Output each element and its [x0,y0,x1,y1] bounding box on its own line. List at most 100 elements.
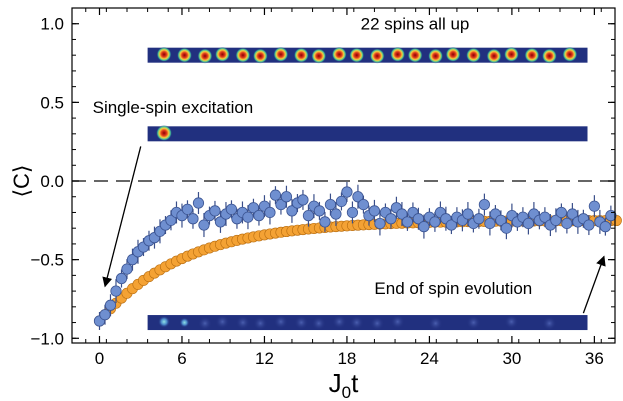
blue-point [418,221,430,233]
spin-spot [370,316,385,331]
x-tick-label: 36 [585,349,604,368]
blue-point [269,189,282,201]
blue-point [99,309,111,321]
x-tick-label: 24 [420,349,439,368]
plot-frame [71,7,616,344]
blue-point [192,197,205,209]
spin-spot [466,47,482,63]
spin-spot [504,314,519,329]
y-tick-label: −1.0 [30,329,64,348]
spin-spot [179,317,190,328]
heatmap-strip [147,314,588,331]
x-axis-label-main: J [329,368,342,398]
spin-spot [215,314,230,329]
heatmap-strips [147,46,588,331]
strip-background [147,126,588,142]
y-tick-label: 0.0 [40,172,64,191]
blue-point [478,198,491,211]
x-tick-label: 6 [177,349,186,368]
blue-point [583,219,595,231]
spin-spot [331,46,347,62]
x-tick-label: 12 [255,349,274,368]
spin-spot [349,315,364,330]
spin-spot [293,47,309,63]
blue-point [385,213,397,225]
blue-point [302,210,315,222]
spin-spot [156,125,173,142]
y-tick-label: −0.5 [30,251,64,270]
blue-point [462,208,474,220]
blue-point [473,213,485,225]
spin-spot [541,48,557,64]
blue-point [225,203,238,215]
x-axis-label-subscript: 0 [342,383,351,401]
spin-spot [197,316,212,331]
blue-point [313,205,326,217]
x-axis-label: J0t [329,368,359,401]
annotation-label: 22 spins all up [361,15,470,34]
annotation-arrow [582,255,606,314]
x-tick-label: 30 [502,349,521,368]
annotation-arrow [102,146,142,288]
spin-spot [294,315,309,330]
blue-point [357,198,370,211]
blue-point [335,195,348,208]
blue-point [555,206,567,219]
spin-spot [253,316,268,331]
spin-spot [390,46,406,62]
spin-spot [177,47,193,63]
blue-series [93,182,617,330]
spin-spot [349,47,365,63]
annotation-label: Single-spin excitation [93,98,254,117]
blue-point [599,221,611,233]
blue-point [242,211,254,223]
spin-spot [390,314,405,329]
spin-spot [156,46,172,62]
blue-point [198,219,210,231]
blue-point [280,191,293,203]
blue-point [429,216,441,228]
spin-spot [214,46,230,62]
x-tick-label: 18 [337,349,356,368]
annotation-label: End of spin evolution [374,279,532,298]
spin-spot [252,48,268,64]
spin-spot [428,316,443,331]
blue-point [110,285,122,297]
spin-spot [197,48,213,64]
blue-point [484,217,496,230]
spin-spot [273,46,289,62]
blue-point [561,217,573,230]
blue-point [115,272,128,285]
blue-point [588,200,600,212]
blue-point [341,186,353,198]
blue-point [181,203,194,215]
spin-spot [524,47,540,63]
blue-point [346,206,359,219]
spin-spot [503,46,519,62]
spin-spot [158,315,171,328]
spin-spot [428,48,444,64]
strip-background [147,47,588,63]
x-tick-label: 0 [95,349,104,368]
spin-spot [273,314,288,329]
orange-series [93,215,622,327]
spin-spot [486,48,502,64]
blue-point [374,217,386,230]
blue-point [209,205,221,217]
spin-spot [445,46,461,62]
blue-point [368,205,381,217]
y-tick-label: 0.5 [40,93,64,112]
blue-point [324,198,337,211]
blue-point [104,299,117,311]
strip-background [147,315,588,331]
blue-point [330,208,342,220]
y-tick-label: 1.0 [40,15,64,34]
spin-spot [407,47,423,63]
spin-spot [332,314,347,329]
spin-spot [235,315,250,330]
blue-point [401,216,414,228]
blue-point [522,217,534,230]
heatmap-strip [147,46,588,64]
blue-point [253,210,265,222]
